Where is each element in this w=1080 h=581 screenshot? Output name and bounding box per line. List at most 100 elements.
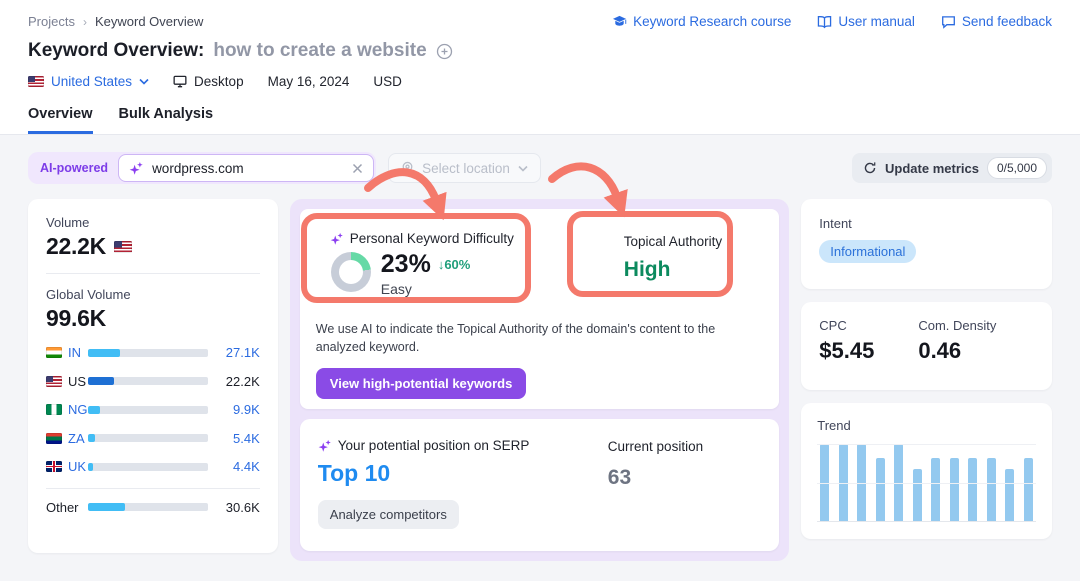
- trend-bar: [968, 457, 978, 521]
- country-volume-bar: [88, 405, 208, 414]
- us-flag-icon: [113, 240, 132, 253]
- page-header: Projects › Keyword Overview Keyword Rese…: [0, 0, 1080, 135]
- send-feedback-link[interactable]: Send feedback: [941, 14, 1052, 29]
- difficulty-card: Personal Keyword Difficulty 23% ↓60% Eas…: [299, 209, 780, 409]
- topical-authority-description: We use AI to indicate the Topical Author…: [315, 322, 716, 355]
- country-row: IN 27.1K: [46, 342, 260, 363]
- breadcrumb-projects[interactable]: Projects: [28, 14, 75, 29]
- clear-input-icon[interactable]: [352, 163, 363, 174]
- country-bar-fill: [88, 377, 115, 385]
- country-row: ZA 5.4K: [46, 428, 260, 449]
- global-volume-value: 99.6K: [46, 305, 106, 331]
- quota-badge: 0/5,000: [986, 157, 1047, 179]
- trend-bar: [1005, 469, 1015, 521]
- pkd-delta: ↓60%: [437, 257, 471, 272]
- trend-bar: [820, 444, 830, 521]
- country-code: US: [68, 373, 87, 389]
- country-bar-fill: [88, 462, 94, 471]
- intent-card: Intent Informational: [801, 199, 1052, 289]
- potential-position-value: Top 10: [317, 460, 391, 486]
- country-flag-icon: [46, 347, 62, 358]
- pkd-value: 23%: [380, 250, 431, 278]
- cpc-label: CPC: [819, 318, 847, 333]
- country-value: 27.1K: [225, 345, 260, 360]
- tab-overview[interactable]: Overview: [28, 106, 93, 134]
- trend-bar: [912, 469, 922, 521]
- sparkles-icon: [318, 439, 332, 453]
- location-pin-icon: [401, 161, 414, 175]
- divider: [46, 488, 260, 489]
- view-high-potential-keywords-button[interactable]: View high-potential keywords: [315, 368, 527, 400]
- us-flag-icon: [28, 76, 44, 87]
- keyword-research-course-link[interactable]: Keyword Research course: [612, 14, 791, 29]
- cpc-card: CPC $5.45 Com. Density 0.46: [801, 302, 1052, 390]
- country-value: 4.4K: [233, 459, 260, 474]
- country-volume-bar: [88, 462, 208, 471]
- location-select[interactable]: Select location: [388, 153, 541, 183]
- country-volume-bar: [88, 348, 208, 357]
- cpc-value: $5.45: [819, 338, 875, 363]
- trend-card: Trend: [801, 403, 1052, 539]
- toolbar: AI-powered Select location Update metric…: [28, 152, 1052, 184]
- country-code: UK: [68, 459, 87, 474]
- date-filter: May 16, 2024: [267, 74, 350, 89]
- book-icon: [817, 15, 832, 29]
- topical-authority-label: Topical Authority: [623, 234, 723, 249]
- country-volume-bar: [88, 434, 208, 442]
- country-volume-bar: [88, 503, 208, 511]
- domain-input[interactable]: [152, 160, 345, 176]
- main-content: AI-powered Select location Update metric…: [0, 135, 1080, 561]
- intent-label: Intent: [819, 216, 852, 231]
- ai-powered-badge: AI-powered: [40, 161, 109, 175]
- country-row: Other 30.6K: [46, 497, 260, 518]
- country-row: US 22.2K: [46, 371, 260, 392]
- com-density-value: 0.46: [918, 338, 962, 363]
- trend-bar: [875, 457, 885, 521]
- global-volume-label: Global Volume: [46, 287, 131, 302]
- country-code: ZA: [68, 430, 85, 446]
- trend-bar: [949, 457, 959, 521]
- domain-input-wrap: [118, 154, 375, 182]
- country-value: 30.6K: [225, 499, 260, 515]
- country-bar-fill: [88, 348, 121, 357]
- trend-bar: [857, 444, 867, 521]
- tab-bulk-analysis[interactable]: Bulk Analysis: [118, 106, 214, 122]
- trend-bar: [838, 444, 848, 521]
- intent-badge[interactable]: Informational: [819, 240, 917, 263]
- sparkles-icon: [330, 232, 344, 246]
- breadcrumb-separator-icon: ›: [82, 14, 87, 29]
- country-code: IN: [68, 345, 81, 360]
- currency-filter: USD: [373, 74, 402, 89]
- potential-position-label: Your potential position on SERP: [337, 438, 530, 453]
- trend-bar: [986, 457, 996, 521]
- pkd-donut-chart: [330, 252, 371, 292]
- current-position-label: Current position: [607, 439, 704, 454]
- monitor-icon: [173, 75, 187, 88]
- country-row: UK 4.4K: [46, 456, 260, 477]
- country-code: Other: [46, 499, 79, 515]
- country-bar-fill: [88, 405, 100, 414]
- graduation-cap-icon: [612, 15, 627, 29]
- device-filter: Desktop: [173, 74, 244, 89]
- ai-insights-panel: Personal Keyword Difficulty 23% ↓60% Eas…: [289, 199, 790, 561]
- chevron-down-icon: [139, 78, 149, 85]
- current-position-value: 63: [607, 466, 632, 489]
- divider: [46, 273, 260, 274]
- user-manual-link[interactable]: User manual: [817, 14, 915, 29]
- add-keyword-icon[interactable]: [436, 43, 453, 60]
- header-links: Keyword Research course User manual Send…: [612, 14, 1052, 29]
- volume-label: Volume: [46, 215, 90, 230]
- country-bar-fill: [88, 503, 126, 511]
- update-metrics-button[interactable]: Update metrics 0/5,000: [852, 153, 1052, 183]
- country-value: 22.2K: [225, 373, 260, 389]
- analyze-competitors-button[interactable]: Analyze competitors: [317, 500, 459, 529]
- country-flag-icon: [46, 375, 62, 387]
- trend-bar: [1023, 457, 1033, 521]
- trend-bar: [931, 457, 941, 521]
- country-volume-bar: [88, 377, 208, 385]
- volume-card: Volume 22.2K Global Volume 99.6K IN 27.1…: [28, 199, 278, 553]
- country-filter[interactable]: United States: [28, 74, 149, 89]
- chat-icon: [941, 15, 956, 29]
- country-row: NG 9.9K: [46, 399, 260, 420]
- country-list: IN 27.1K US 22.2K NG 9.9K ZA 5.4K: [46, 342, 260, 518]
